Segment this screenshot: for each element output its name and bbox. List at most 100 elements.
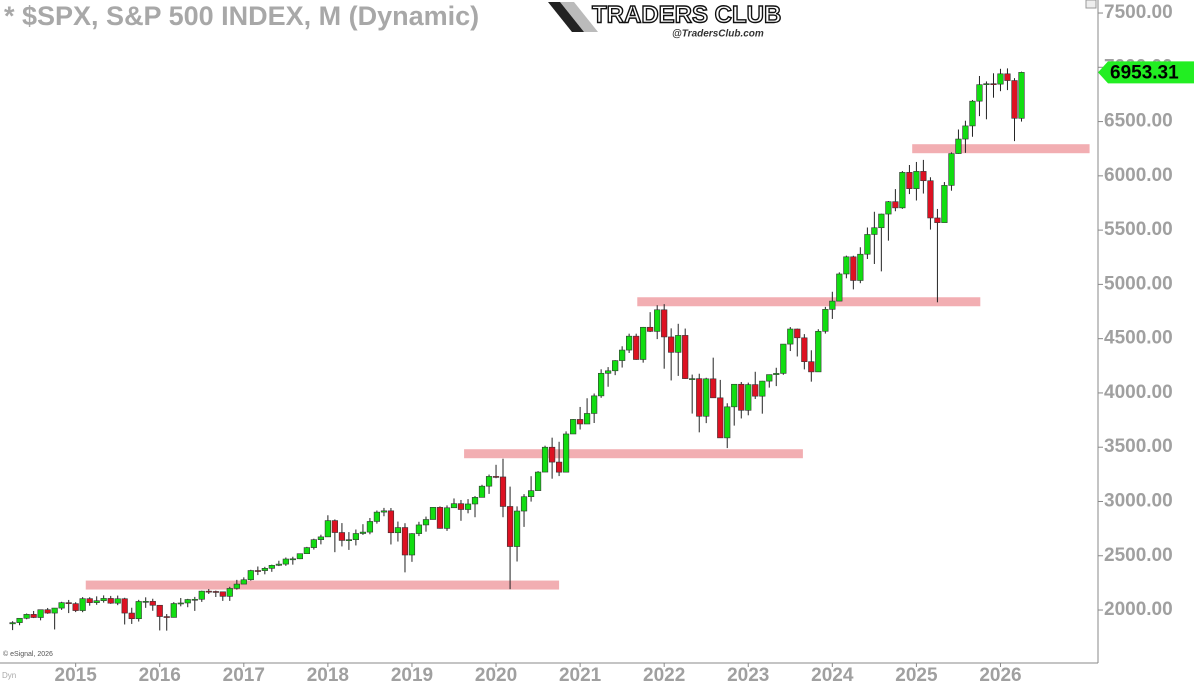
candle-body xyxy=(689,378,696,380)
x-tick-label: 2026 xyxy=(979,665,1021,686)
candle-body xyxy=(324,520,331,538)
candle-body xyxy=(1018,72,1025,119)
chart-title: * $SPX, S&P 500 INDEX, M (Dynamic) xyxy=(4,1,479,31)
candle-body xyxy=(100,598,107,601)
candle-body xyxy=(598,372,605,397)
candle-body xyxy=(780,343,787,374)
candle-body xyxy=(107,598,114,604)
candle-body xyxy=(682,335,689,379)
candle-body xyxy=(591,395,598,414)
candle-body xyxy=(296,553,303,560)
candle-body xyxy=(268,565,275,569)
candle-body xyxy=(850,256,857,281)
candle-body xyxy=(247,570,254,581)
candle-body xyxy=(913,171,920,189)
candle-body xyxy=(359,531,367,534)
candle-body xyxy=(86,598,93,603)
candle-body xyxy=(450,503,458,509)
x-tick-label: 2024 xyxy=(811,665,854,686)
y-tick-label: 6500.00 xyxy=(1104,111,1173,132)
candle-body xyxy=(457,503,465,510)
mode-label: Dyn xyxy=(2,671,16,680)
y-tick-label: 3500.00 xyxy=(1104,436,1173,457)
corner-button[interactable] xyxy=(1085,0,1097,9)
logo-icon xyxy=(560,2,598,32)
candle-body xyxy=(549,446,556,463)
candle-body xyxy=(114,598,121,604)
candle-body xyxy=(387,510,395,534)
y-tick-label: 3000.00 xyxy=(1104,490,1173,511)
candle-body xyxy=(408,533,416,556)
candle-body xyxy=(696,378,703,417)
candles xyxy=(9,68,1025,631)
x-tick-label: 2018 xyxy=(307,665,349,686)
candle-body xyxy=(562,433,570,473)
x-tick-label: 2017 xyxy=(223,665,265,686)
candle-body xyxy=(773,373,780,375)
candle-body xyxy=(640,326,647,360)
candle-body xyxy=(647,326,654,332)
candle-body xyxy=(282,558,289,565)
candle-body xyxy=(380,510,388,513)
candle-body xyxy=(668,336,675,353)
logo: TRADERS CLUB @TradersClub.com xyxy=(541,0,786,42)
y-tick-label: 6000.00 xyxy=(1104,165,1173,186)
y-tick-label: 4000.00 xyxy=(1104,382,1173,403)
candle-body xyxy=(661,309,668,338)
candle-body xyxy=(338,532,346,541)
candle-body xyxy=(478,485,486,498)
candle-body xyxy=(675,335,682,353)
candle-body xyxy=(878,213,885,229)
candle-body xyxy=(198,590,205,600)
candle-body xyxy=(801,337,808,362)
candle-body xyxy=(513,510,521,547)
candle-body xyxy=(1004,73,1011,81)
candle-body xyxy=(534,471,542,491)
candle-body xyxy=(626,335,633,351)
candle-body xyxy=(415,524,423,534)
candle-body xyxy=(240,579,247,585)
candle-body xyxy=(471,497,479,505)
candle-body xyxy=(899,172,906,209)
candle-body xyxy=(436,507,444,529)
x-tick-label: 2016 xyxy=(139,665,181,686)
candle-body xyxy=(135,601,142,620)
candle-body xyxy=(317,536,325,540)
price-tag-label: 6953.31 xyxy=(1110,62,1179,83)
candle-body xyxy=(787,328,794,345)
candle-body xyxy=(717,397,724,439)
candle-body xyxy=(177,602,184,605)
candle-body xyxy=(499,476,507,507)
x-tick-label: 2023 xyxy=(727,665,769,686)
candle-body xyxy=(443,507,451,529)
y-tick-label: 2000.00 xyxy=(1104,599,1173,620)
candle-body xyxy=(429,507,437,520)
candle-body xyxy=(303,547,310,554)
candle-body xyxy=(51,607,58,614)
candle-body xyxy=(983,83,990,85)
candle-body xyxy=(121,598,128,614)
candle-body xyxy=(815,330,822,373)
candle-body xyxy=(219,591,226,597)
candle-body xyxy=(724,406,731,439)
candle-body xyxy=(703,378,710,417)
x-tick-label: 2025 xyxy=(895,665,938,686)
credit: © eSignal, 2026 xyxy=(3,650,53,658)
candle-body xyxy=(990,83,997,85)
candle-body xyxy=(373,511,381,522)
levels xyxy=(85,144,1090,590)
x-tick-label: 2020 xyxy=(475,665,517,686)
candle-body xyxy=(394,527,402,534)
candle-body xyxy=(794,328,801,339)
candle-body xyxy=(752,384,759,397)
candle-body xyxy=(583,413,591,425)
candle-body xyxy=(871,227,878,235)
candle-body xyxy=(619,349,626,361)
x-tick-label: 2015 xyxy=(55,665,98,686)
candle-body xyxy=(331,520,338,533)
candle-body xyxy=(464,503,472,510)
candle-body xyxy=(836,273,843,302)
candle-body xyxy=(808,361,815,373)
